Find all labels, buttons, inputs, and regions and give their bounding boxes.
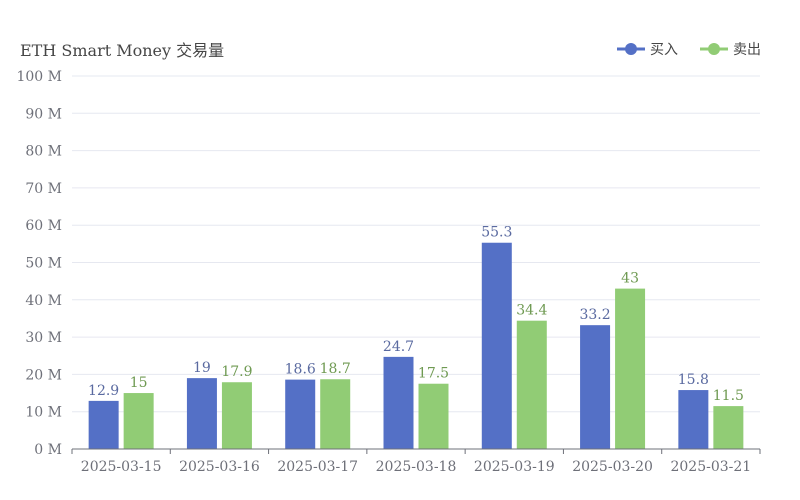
y-tick-label: 80 M	[25, 144, 62, 160]
y-tick-label: 100 M	[16, 69, 62, 85]
legend-label-buy: 买入	[650, 42, 678, 58]
legend[interactable]: 买入 卖出	[617, 42, 761, 58]
data-label-buy: 12.9	[88, 383, 119, 399]
legend-buy-dot-icon	[625, 43, 637, 55]
x-tick-label: 2025-03-20	[572, 459, 653, 475]
data-label-sell: 11.5	[713, 388, 744, 404]
x-axis: 2025-03-15 2025-03-16 2025-03-17 2025-03-18…	[71, 448, 761, 475]
bar-buy[interactable]	[285, 379, 316, 449]
legend-item-buy[interactable]: 买入	[617, 42, 678, 58]
x-tick-label: 2025-03-19	[474, 459, 555, 475]
bar-buy[interactable]	[88, 400, 119, 449]
data-label-sell: 17.9	[221, 364, 252, 380]
x-tick-label: 2025-03-21	[670, 459, 751, 475]
x-tick-label: 2025-03-15	[81, 459, 162, 475]
data-label-buy: 19	[193, 360, 211, 376]
bar-buy[interactable]	[678, 390, 709, 449]
chart-title: ETH Smart Money 交易量	[20, 41, 224, 60]
data-label-sell: 17.5	[418, 366, 449, 382]
data-label-buy: 55.3	[481, 225, 512, 241]
bar-buy[interactable]	[481, 242, 512, 449]
y-tick-label: 90 M	[25, 106, 62, 122]
data-labels: 12.9 15 19 17.9 18.6 18.7 24.717.5 55.3 34.4 33.2…	[88, 225, 744, 404]
data-label-sell: 18.7	[320, 361, 351, 377]
bar-sell[interactable]	[221, 382, 252, 449]
bar-buy[interactable]	[383, 356, 414, 449]
y-tick-label: 60 M	[25, 218, 62, 234]
data-label-buy: 18.6	[285, 362, 316, 378]
legend-label-sell: 卖出	[733, 42, 761, 58]
x-tick-label: 2025-03-17	[277, 459, 358, 475]
data-label-sell: 34.4	[516, 303, 547, 319]
y-tick-label: 70 M	[25, 181, 62, 197]
grid	[72, 75, 760, 413]
y-tick-label: 20 M	[25, 367, 62, 383]
data-label-sell: 43	[621, 271, 639, 287]
bar-buy[interactable]	[580, 325, 611, 449]
data-label-buy: 33.2	[579, 307, 610, 323]
bar-buy[interactable]	[186, 378, 217, 449]
data-label-buy: 15.8	[678, 372, 709, 388]
bar-sell[interactable]	[615, 288, 646, 449]
data-label-sell: 15	[130, 375, 148, 391]
legend-sell-dot-icon	[708, 43, 720, 55]
bar-sell[interactable]	[516, 320, 547, 449]
x-tick-label: 2025-03-18	[376, 459, 457, 475]
x-tick-label: 2025-03-16	[179, 459, 260, 475]
bar-sell[interactable]	[418, 383, 449, 449]
y-tick-label: 50 M	[25, 256, 62, 272]
bar-sell[interactable]	[320, 379, 351, 449]
bar-sell[interactable]	[123, 393, 154, 449]
bars	[88, 242, 744, 449]
y-tick-label: 30 M	[25, 330, 62, 346]
y-tick-label: 40 M	[25, 293, 62, 309]
legend-item-sell[interactable]: 卖出	[700, 42, 761, 58]
bar-sell[interactable]	[713, 406, 744, 449]
y-axis-ticks: 0 M 10 M 20 M 30 M 40 M 50 M 60 M 70 M 80 M 90 M 1…	[16, 69, 62, 458]
data-label-buy: 24.7	[383, 339, 414, 355]
y-tick-label: 0 M	[34, 442, 62, 458]
y-tick-label: 10 M	[25, 405, 62, 421]
